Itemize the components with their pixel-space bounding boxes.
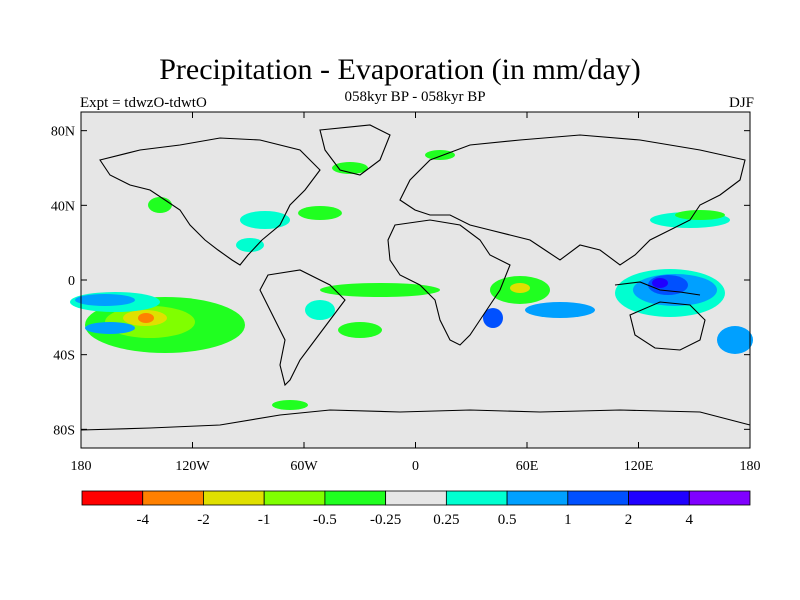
colorbar-swatch (445, 490, 508, 506)
colorbar-swatch (263, 490, 326, 506)
colorbar-label: -0.25 (370, 512, 401, 528)
coast-north-america (99, 137, 321, 266)
arctic-green-2 (425, 150, 455, 160)
coast-south-america (259, 269, 346, 387)
anomaly-fields (70, 150, 753, 410)
npac-green-2 (675, 210, 725, 220)
pacific-blue-band-2 (85, 322, 135, 334)
colorbar-swatch (628, 490, 690, 506)
colorbar-swatch (324, 490, 387, 506)
colorbar: -4 -2 -1 -0.5 -0.25 0.25 0.5 1 2 4 (81, 490, 751, 528)
lon-tick-label: 120W (175, 459, 210, 474)
gulf-blue (236, 238, 264, 252)
madagascar-blue (483, 308, 503, 328)
pacific-blue-band (75, 294, 135, 306)
colorbar-label: 2 (625, 512, 633, 528)
colorbar-swatch (385, 490, 447, 506)
lon-tick-label: 180 (71, 459, 92, 474)
coast-indonesia (614, 281, 701, 296)
lat-tick-label: 40N (51, 199, 75, 214)
colorbar-swatch (688, 490, 751, 506)
lat-tick-label: 80S (53, 423, 75, 438)
colorbar-label: 1 (564, 512, 572, 528)
map-title: Precipitation - Evaporation (in mm/day) (159, 53, 641, 86)
southern-ocean-green (272, 400, 308, 410)
season-label: DJF (728, 95, 754, 111)
colorbar-label: 0.5 (498, 512, 517, 528)
swpac-blue-field (717, 326, 753, 354)
lat-tick-label: 80N (51, 125, 75, 140)
colorbar-label: -4 (136, 512, 149, 528)
colorbar-label: -1 (258, 512, 271, 528)
north-atlantic-green (298, 206, 342, 220)
indian-ocean-yellow (510, 283, 530, 293)
coastlines (80, 124, 751, 431)
lon-tick-label: 0 (412, 459, 419, 474)
colorbar-swatch (142, 490, 204, 506)
indian-ocean-blue (525, 302, 595, 318)
lon-tick-label: 120E (624, 459, 654, 474)
north-atlantic-blue (240, 211, 290, 229)
lon-tick-label: 60E (516, 459, 539, 474)
colorbar-label: 4 (686, 512, 694, 528)
samerica-cyan (305, 300, 335, 320)
lon-tick-label: 180 (740, 459, 761, 474)
coast-eurasia (399, 134, 746, 266)
coast-greenland (319, 124, 391, 176)
experiment-label: Expt = tdwzO-tdwtO (80, 95, 207, 111)
colorbar-label: 0.25 (433, 512, 459, 528)
colorbar-label: -2 (197, 512, 210, 528)
atlantic-green-band (320, 283, 440, 297)
south-atlantic-green (338, 322, 382, 338)
lat-tick-label: 40S (53, 349, 75, 364)
arctic-green (332, 162, 368, 174)
colorbar-swatch (81, 490, 144, 506)
coast-antarctica (80, 409, 751, 431)
colorbar-swatch (203, 490, 265, 506)
axis-ticks: 80N 40N 0 40S 80S 180 120W 60W 0 60E 120E 180 (51, 112, 761, 474)
wpac-indigo-field (652, 278, 668, 288)
pacific-orange-field (138, 313, 154, 323)
coast-africa (387, 219, 511, 346)
coast-australia (629, 301, 706, 351)
colorbar-label: -0.5 (313, 512, 337, 528)
map-subtitle: 058kyr BP - 058kyr BP (344, 89, 486, 105)
colorbar-swatch (506, 490, 569, 506)
lat-tick-label: 0 (68, 274, 75, 289)
lon-tick-label: 60W (290, 459, 318, 474)
colorbar-swatch (567, 490, 629, 506)
npac-green (148, 197, 172, 213)
